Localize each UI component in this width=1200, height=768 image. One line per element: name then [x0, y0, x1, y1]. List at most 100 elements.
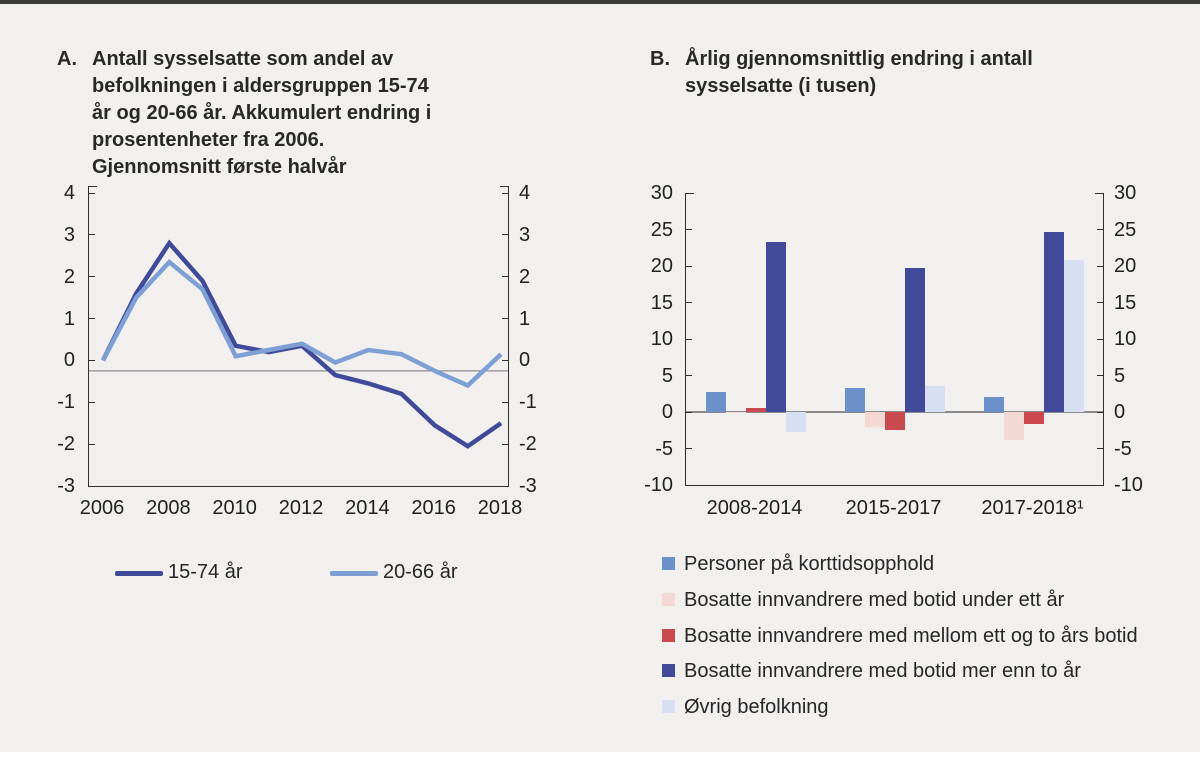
y-axis-label-left: 1	[63, 307, 75, 330]
y-tick-mark	[502, 234, 508, 236]
y-axis-label-left: 0	[63, 349, 75, 372]
x-axis-label-period: 2008-2014	[706, 497, 803, 519]
y-axis-label-right: 0	[519, 349, 531, 372]
y-tick-mark	[89, 401, 95, 403]
legend-label-ovrig-befolkning: Øvrig befolkning	[684, 696, 829, 718]
panel-a-plot	[88, 186, 509, 487]
legend-swatch-korttidsopphold	[662, 557, 675, 570]
y-axis-label-left: 10	[650, 328, 673, 350]
y-tick-mark	[686, 192, 692, 194]
panel-b-title: B. Årlig gjennomsnittlig endring i antal…	[650, 46, 1110, 100]
y-axis-label-right: -2	[519, 433, 537, 456]
legend-row: Personer på korttidsopphold	[662, 553, 934, 576]
y-tick-mark	[686, 411, 692, 413]
bar-Bosatte-innvandrere-med-botid-mer-enn-to-år	[904, 268, 925, 412]
y-tick-mark	[502, 318, 508, 320]
x-axis-label-year: 2012	[278, 497, 324, 519]
bar-Bosatte-innvandrere-med-botid-under-ett-år	[725, 412, 746, 414]
y-axis-label-right: 4	[519, 182, 531, 204]
legend-row: Bosatte innvandrere med botid mer enn to…	[662, 660, 1081, 683]
y-tick-mark	[686, 484, 692, 486]
y-axis-label-left: 4	[63, 182, 75, 204]
y-axis-label-left: 0	[661, 401, 673, 423]
y-axis-label-right: 15	[1114, 291, 1137, 314]
y-axis-label-left: 25	[650, 218, 673, 241]
y-axis-label-right: 30	[1114, 182, 1137, 204]
y-axis-label-left: 2	[63, 265, 75, 288]
y-axis-label-left: 5	[661, 364, 673, 387]
y-axis-label-left: -2	[57, 433, 75, 456]
legend-line-20-66-swatch	[330, 571, 378, 576]
x-axis-label-year: 2016	[411, 497, 456, 519]
panel-b-title-text: Årlig gjennomsnittlig endring i antall s…	[685, 48, 1033, 97]
y-tick-mark	[502, 485, 508, 487]
x-axis-label-year: 2008	[146, 497, 191, 519]
bar-Øvrig-befolkning	[1063, 260, 1084, 412]
y-tick-mark	[1097, 484, 1103, 486]
y-axis-label-right: 1	[519, 307, 531, 330]
y-axis-label-right: -1	[519, 391, 537, 414]
y-axis-label-right: 3	[519, 223, 531, 246]
legend-row: Bosatte innvandrere med mellom ett og to…	[662, 625, 1138, 648]
bar-Personer-på-korttidsopphold	[705, 392, 726, 412]
x-axis-label-year: 2006	[79, 497, 125, 519]
y-tick-mark	[89, 276, 95, 278]
y-tick-mark	[686, 265, 692, 267]
y-tick-mark	[502, 192, 508, 194]
legend-label-botid-under-ett-ar: Bosatte innvandrere med botid under ett …	[684, 589, 1065, 611]
bar-Bosatte-innvandrere-med-mellom-ett-og-to-års-botid	[745, 408, 766, 412]
legend-label-mellom-ett-og-to-ar: Bosatte innvandrere med mellom ett og to…	[684, 625, 1138, 647]
y-tick-mark	[89, 192, 95, 194]
panel-a-label: A.	[57, 48, 77, 70]
y-tick-mark	[89, 485, 95, 487]
y-tick-mark	[1097, 192, 1103, 194]
legend-label-15-74: 15-74 år	[168, 561, 243, 583]
y-axis-label-left: -5	[655, 437, 673, 460]
y-tick-mark	[686, 375, 692, 376]
bar-Bosatte-innvandrere-med-mellom-ett-og-to-års-botid	[884, 412, 905, 430]
figure-background	[0, 0, 1200, 752]
legend-label-botid-mer-enn-to-ar: Bosatte innvandrere med botid mer enn to…	[684, 660, 1081, 682]
bar-Bosatte-innvandrere-med-mellom-ett-og-to-års-botid	[1023, 412, 1044, 424]
y-tick-mark	[502, 359, 508, 361]
y-tick-mark	[89, 318, 95, 320]
y-axis-label-right: 25	[1114, 218, 1137, 241]
y-axis-label-left: 20	[650, 255, 673, 277]
y-tick-mark	[1097, 265, 1103, 267]
legend-swatch-mellom-ett-og-to-ar	[662, 629, 675, 642]
bar-Personer-på-korttidsopphold	[983, 396, 1004, 412]
y-axis-label-right: -3	[519, 475, 537, 497]
y-axis-label-right: 5	[1114, 364, 1126, 387]
y-tick-mark	[1097, 229, 1103, 230]
bar-Øvrig-befolkning	[924, 385, 945, 412]
x-axis-label-year: 2014	[345, 497, 390, 519]
y-axis-label-right: 0	[1114, 401, 1126, 423]
bar-Øvrig-befolkning	[785, 412, 806, 433]
panel-b-plot	[685, 192, 1104, 486]
y-tick-mark	[89, 443, 95, 445]
y-tick-mark	[1097, 375, 1103, 376]
bar-Bosatte-innvandrere-med-botid-mer-enn-to-år	[1043, 232, 1064, 412]
legend-swatch-ovrig-befolkning	[662, 700, 675, 713]
plot-a-top-left-corner	[89, 186, 97, 187]
legend-row: Bosatte innvandrere med botid under ett …	[662, 589, 1064, 612]
y-tick-mark	[686, 448, 692, 449]
panel-a-title-text: Antall sysselsatte som andel av befolkni…	[92, 48, 432, 178]
y-tick-mark	[1097, 338, 1103, 340]
y-tick-mark	[502, 276, 508, 278]
y-axis-label-left: -10	[644, 474, 673, 496]
y-tick-mark	[89, 234, 95, 236]
legend-swatch-botid-under-ett-ar	[662, 593, 675, 606]
plot-b-top-left-corner	[686, 193, 694, 194]
legend-row: Øvrig befolkning	[662, 696, 829, 719]
series-line-20-66-år	[101, 259, 503, 389]
y-tick-mark	[686, 338, 692, 340]
legend-label-20-66: 20-66 år	[383, 561, 458, 583]
y-tick-mark	[1097, 411, 1103, 413]
y-axis-label-right: -10	[1114, 474, 1143, 496]
y-tick-mark	[686, 229, 692, 230]
y-tick-mark	[502, 401, 508, 403]
y-axis-label-right: 10	[1114, 328, 1137, 350]
x-axis-label-period: 2017-2018¹	[981, 497, 1084, 519]
plot-b-top-right-corner	[1095, 193, 1103, 194]
